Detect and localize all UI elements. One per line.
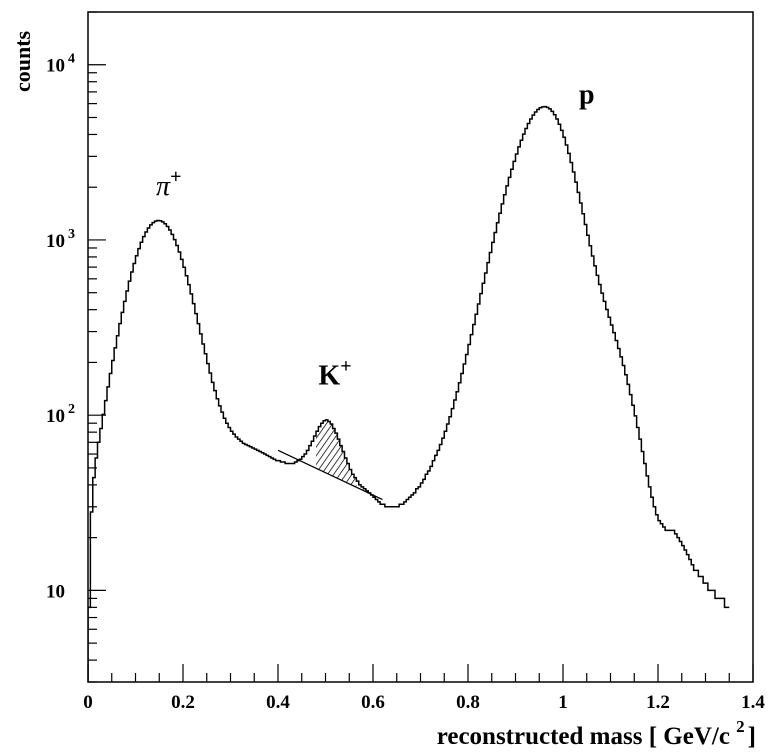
x-axis-label-text: reconstructed mass [ GeV/c — [437, 723, 736, 750]
y-tick-base: 10 — [46, 581, 65, 602]
peak-label-main: p — [579, 80, 595, 111]
y-tick-label: 10 4 — [46, 52, 75, 77]
x-tick-label: 1 — [558, 692, 568, 713]
x-axis-label-end: ] — [748, 723, 756, 750]
x-tick-label: 1.4 — [741, 692, 765, 713]
y-tick-label: 10 — [46, 581, 65, 602]
y-tick-exponent: 3 — [68, 227, 75, 242]
plot-frame — [87, 11, 754, 683]
x-tick-label: 1.2 — [646, 692, 670, 713]
x-axis-label: reconstructed mass [ GeV/c 2] — [437, 717, 756, 750]
y-tick-exponent: 4 — [68, 52, 75, 67]
y-axis-label: counts — [10, 30, 35, 92]
peak-label-sup: + — [340, 355, 351, 377]
x-tick-label: 0.2 — [171, 692, 195, 713]
peak-label-sup: + — [170, 166, 181, 188]
x-tick-label: 0 — [83, 692, 93, 713]
y-tick-label: 10 2 — [46, 402, 75, 427]
peak-label: p — [579, 80, 595, 111]
x-axis-label-superscript: 2 — [736, 717, 745, 736]
peak-label: K+ — [318, 355, 351, 391]
x-tick-label: 0.4 — [266, 692, 290, 713]
kaon-background-line — [277, 449, 383, 501]
peak-annotations: π+K+p — [156, 80, 595, 392]
peak-label-main: K — [318, 360, 340, 391]
peak-label-main: π — [156, 171, 171, 202]
peak-label: π+ — [156, 166, 181, 202]
x-axis-tick-labels: 0 0.2 0.4 0.6 0.8 1 1.2 1.4 — [83, 692, 765, 713]
y-tick-base: 10 — [46, 56, 65, 77]
x-axis-ticks — [87, 664, 754, 682]
y-tick-base: 10 — [46, 406, 65, 427]
kaon-peak-hatched-area — [316, 419, 357, 488]
histogram-series — [88, 105, 730, 682]
x-tick-label: 0.6 — [361, 692, 385, 713]
y-tick-base: 10 — [46, 231, 65, 252]
y-tick-exponent: 2 — [68, 402, 75, 417]
x-tick-label: 0.8 — [456, 692, 480, 713]
y-tick-label: 10 3 — [46, 227, 75, 252]
